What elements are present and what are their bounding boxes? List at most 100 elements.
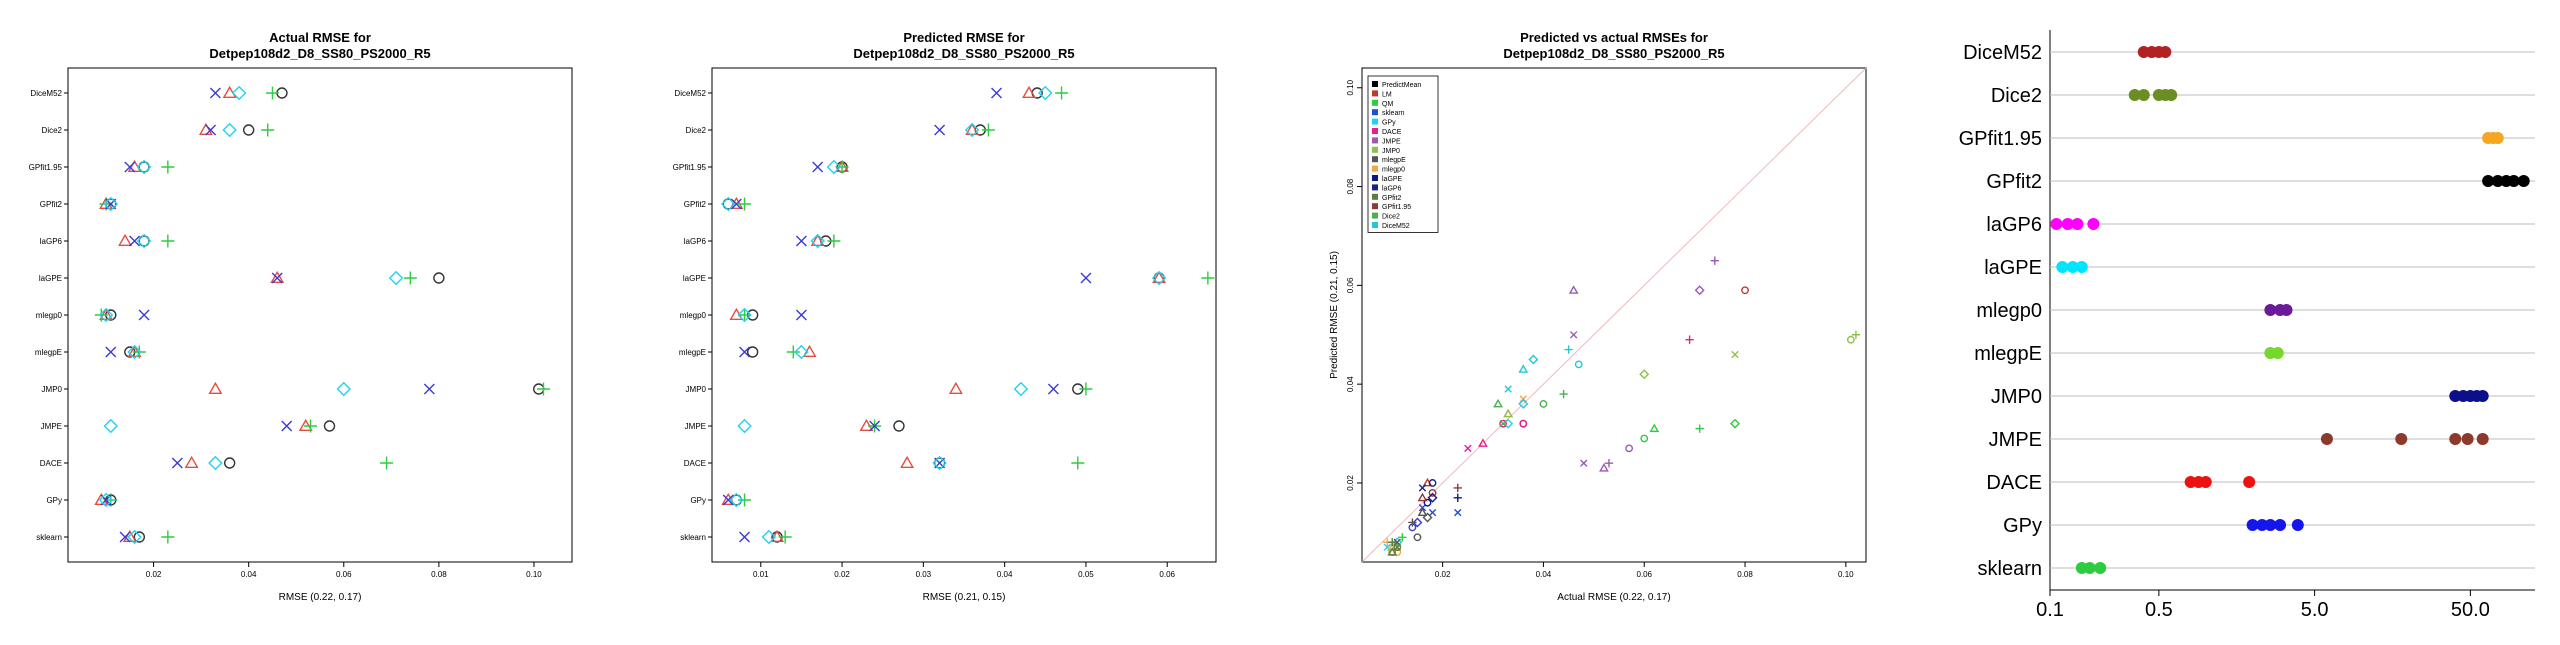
data-point [1417,492,1428,502]
x-tick-label: 0.04 [1536,570,1552,579]
legend-label: mlegpE [1382,157,1406,164]
legend-label: PredictMean [1382,82,1421,89]
data-point [423,383,435,395]
timing-dot [2199,476,2212,488]
x-tick-label: 0.02 [834,570,850,579]
data-point [1422,512,1433,523]
data-point [1729,418,1740,429]
timing-dot [2291,519,2304,531]
legend-swatch [1372,137,1378,144]
y-tick-label: 0.02 [1346,475,1355,491]
data-point [1539,400,1548,408]
data-point [242,124,255,136]
category-label: JMP0 [42,385,63,394]
data-point [1417,507,1428,517]
data-point [94,308,108,322]
legend-label: laGP6 [1382,185,1402,192]
category-label: GPfit1.95 [673,163,707,172]
data-point [1413,533,1422,542]
timing-dot [2061,218,2074,230]
data-point [1640,434,1649,443]
timing-dot [2461,433,2474,445]
y-tick-label: 0.08 [1346,178,1355,194]
data-point [1079,382,1093,396]
legend-label: LM [1382,91,1392,98]
data-point [1464,444,1472,453]
data-point [103,418,119,434]
legend-swatch [1372,222,1378,228]
data-point [786,345,800,359]
x-tick-label: 0.5 [2145,599,2173,621]
x-tick-label: 0.08 [431,570,447,579]
data-point [1398,533,1407,542]
legend-label: DACE [1382,129,1402,136]
timing-dot [2056,261,2069,273]
data-point [222,85,237,99]
data-point [761,529,777,545]
timing-dot [2050,218,2063,230]
data-point [433,272,445,284]
timing-dot [2491,132,2504,144]
data-point [1412,517,1423,528]
legend-swatch [1372,165,1378,172]
category-label: JMP0 [1991,386,2042,408]
legend-swatch [1372,99,1378,106]
timing-dot [2491,175,2504,187]
data-point [118,233,133,247]
timing-dot-panel: DiceM52 Dice2 GPfit1.95 GPfit2 laGP6 laGPE mle… [1959,30,2535,621]
legend-swatch [1372,203,1378,210]
data-point [1428,508,1437,517]
legend-label: mlegp0 [1382,167,1405,174]
category-label: GPfit2 [1986,171,2042,193]
data-point [1408,518,1417,527]
category-label: DiceM52 [1963,42,2042,64]
data-point [1518,364,1529,373]
data-point [893,420,905,432]
data-point [1454,508,1462,517]
data-point [103,196,119,212]
data-point [827,234,841,248]
category-label: sklearn [680,533,706,542]
data-point [132,345,146,359]
timing-dot [2517,175,2530,187]
timing-dot [2264,519,2277,531]
timing-dot [2280,304,2293,316]
legend-box [1367,75,1439,233]
data-point [1038,85,1053,101]
data-point [261,123,275,137]
timing-dot [2482,175,2495,187]
data-point [1685,335,1694,344]
legend-swatch [1372,146,1378,153]
data-point [161,160,175,174]
data-point [136,233,152,249]
data-point [403,271,417,285]
data-point [795,235,807,247]
data-point [981,123,995,137]
data-point [1013,381,1029,397]
data-point [1427,492,1438,503]
plot-frame [711,67,1217,563]
data-point [1846,335,1855,344]
category-label: sklearn [36,533,62,542]
legend-label: laGPE [1382,176,1403,183]
data-point [1731,350,1739,359]
data-point [933,457,946,469]
data-point [1428,488,1437,497]
legend-swatch [1372,118,1378,125]
data-point [1478,438,1488,447]
legend-label: JMPE [1382,138,1401,145]
x-axis-label: RMSE (0.21, 0.15) [923,592,1006,603]
timing-dot [2320,433,2333,445]
reference-line [1361,67,1867,563]
data-point [208,381,223,395]
data-point [730,198,742,210]
y-tick-label: 0.06 [1346,277,1355,293]
data-point [738,493,752,507]
data-point [127,344,142,360]
category-label: laGPE [39,274,62,283]
data-point [1453,493,1462,502]
chart-title: Detpep108d2_D8_SS80_PS2000_R5 [1503,46,1724,61]
data-point [1559,389,1568,399]
data-point [1528,354,1539,365]
